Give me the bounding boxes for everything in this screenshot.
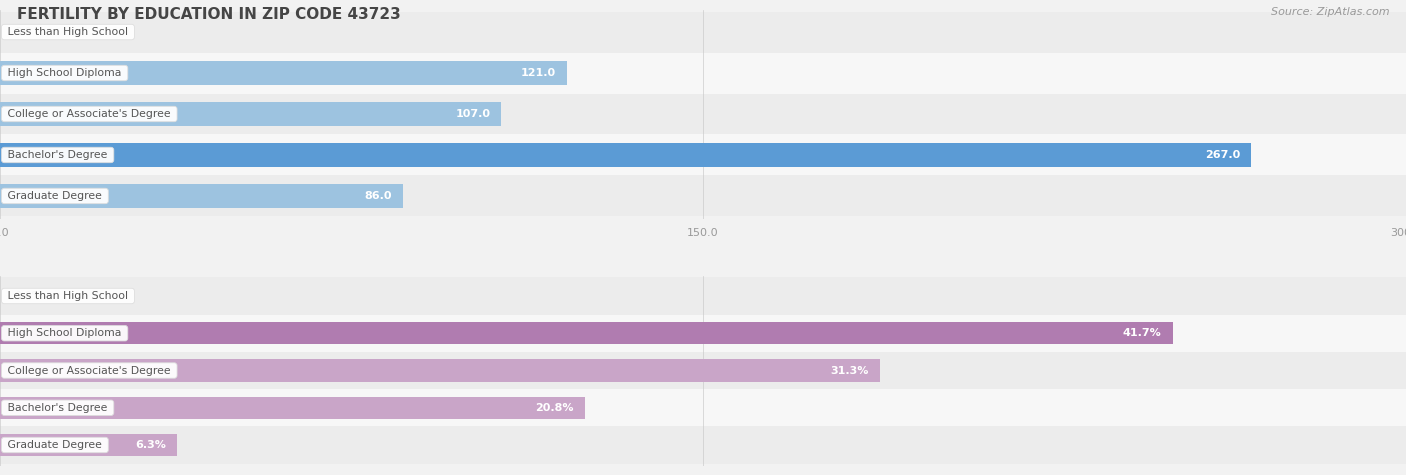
Bar [0,175,1406,217]
Text: 267.0: 267.0 [1205,150,1240,160]
Bar [0,11,1406,53]
Text: 20.8%: 20.8% [536,403,574,413]
Text: 107.0: 107.0 [456,109,491,119]
Text: 0.0: 0.0 [14,27,32,37]
Bar [0,102,502,126]
Text: Bachelor's Degree: Bachelor's Degree [4,150,111,160]
Text: High School Diploma: High School Diploma [4,328,125,338]
Text: 31.3%: 31.3% [831,365,869,376]
Text: College or Associate's Degree: College or Associate's Degree [4,365,174,376]
Text: High School Diploma: High School Diploma [4,68,125,78]
Bar [0,427,1406,464]
Text: 41.7%: 41.7% [1122,328,1161,338]
Text: Graduate Degree: Graduate Degree [4,440,105,450]
Text: Less than High School: Less than High School [4,291,132,301]
Text: Source: ZipAtlas.com: Source: ZipAtlas.com [1271,7,1389,17]
Bar [0,61,567,86]
Bar [0,397,585,419]
Bar [0,322,1173,344]
Text: 121.0: 121.0 [520,68,555,78]
Bar [0,314,1406,352]
Text: Less than High School: Less than High School [4,27,132,37]
Text: FERTILITY BY EDUCATION IN ZIP CODE 43723: FERTILITY BY EDUCATION IN ZIP CODE 43723 [17,7,401,22]
Bar [0,94,1406,134]
Bar [0,389,1406,427]
Bar [0,352,1406,389]
Text: 0.0%: 0.0% [14,291,42,301]
Bar [0,184,404,208]
Text: Graduate Degree: Graduate Degree [4,191,105,201]
Bar [0,134,1406,175]
Text: College or Associate's Degree: College or Associate's Degree [4,109,174,119]
Bar [0,53,1406,94]
Bar [0,277,1406,314]
Text: 6.3%: 6.3% [135,440,166,450]
Bar [0,434,177,456]
Text: 86.0: 86.0 [364,191,392,201]
Bar [0,142,1251,167]
Bar [0,359,880,382]
Text: Bachelor's Degree: Bachelor's Degree [4,403,111,413]
